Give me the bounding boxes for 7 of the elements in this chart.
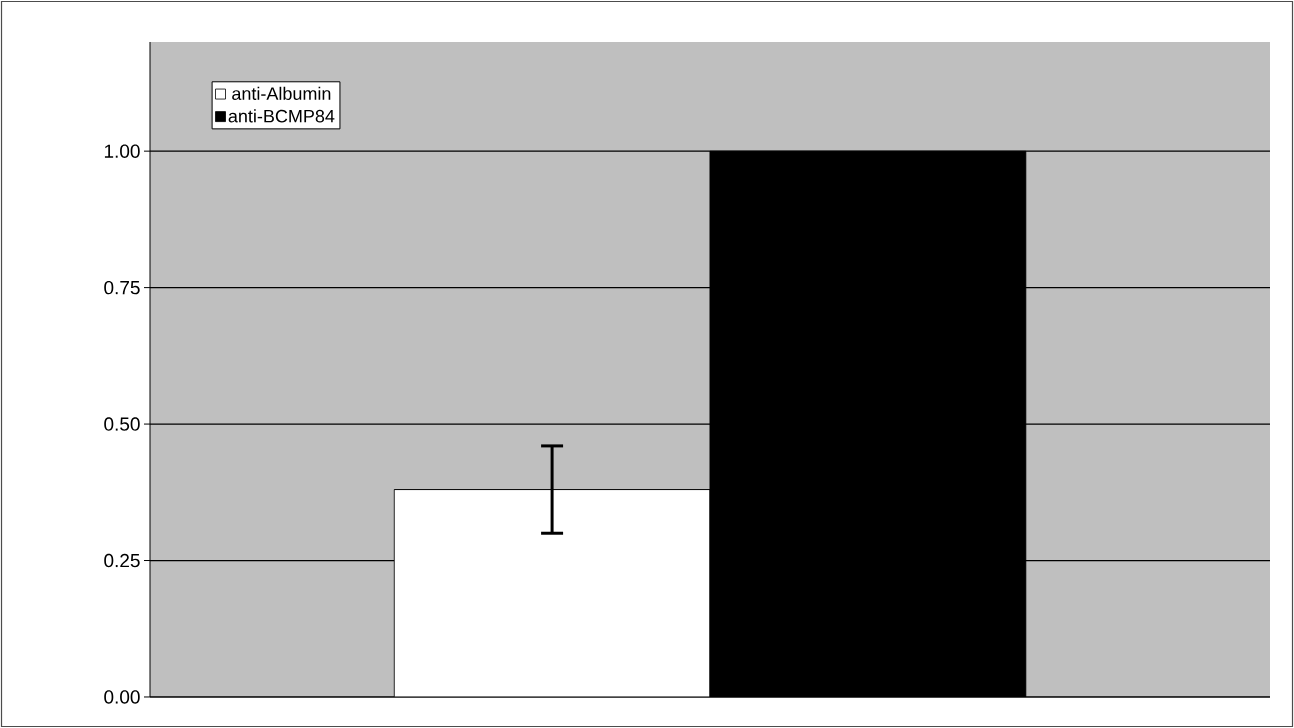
y-tick-label: 0.25: [104, 553, 140, 568]
y-tick-label: 1.00: [104, 144, 140, 158]
legend-label: anti-BCMP84: [228, 109, 335, 123]
y-tick-label: 0.75: [104, 280, 140, 295]
legend-label: anti-Albumin: [232, 86, 331, 100]
y-tick-label: 0.00: [104, 690, 140, 704]
y-tick-label: 0.50: [104, 417, 140, 431]
